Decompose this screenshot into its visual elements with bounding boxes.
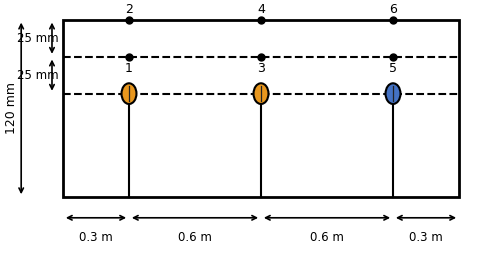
Text: 0.6 m: 0.6 m	[178, 231, 212, 244]
Text: 6: 6	[389, 3, 397, 16]
Text: 1: 1	[125, 62, 133, 75]
Text: 25 mm: 25 mm	[17, 69, 58, 82]
Text: 0.3 m: 0.3 m	[409, 231, 443, 244]
Text: 120 mm: 120 mm	[5, 82, 18, 134]
Ellipse shape	[386, 83, 400, 104]
Ellipse shape	[122, 83, 136, 104]
Ellipse shape	[254, 83, 268, 104]
Text: 0.6 m: 0.6 m	[310, 231, 344, 244]
Text: 0.3 m: 0.3 m	[79, 231, 113, 244]
Text: 5: 5	[389, 62, 397, 75]
Text: 2: 2	[125, 3, 133, 16]
Text: 4: 4	[257, 3, 265, 16]
Text: 3: 3	[257, 62, 265, 75]
Text: 25 mm: 25 mm	[17, 32, 58, 45]
